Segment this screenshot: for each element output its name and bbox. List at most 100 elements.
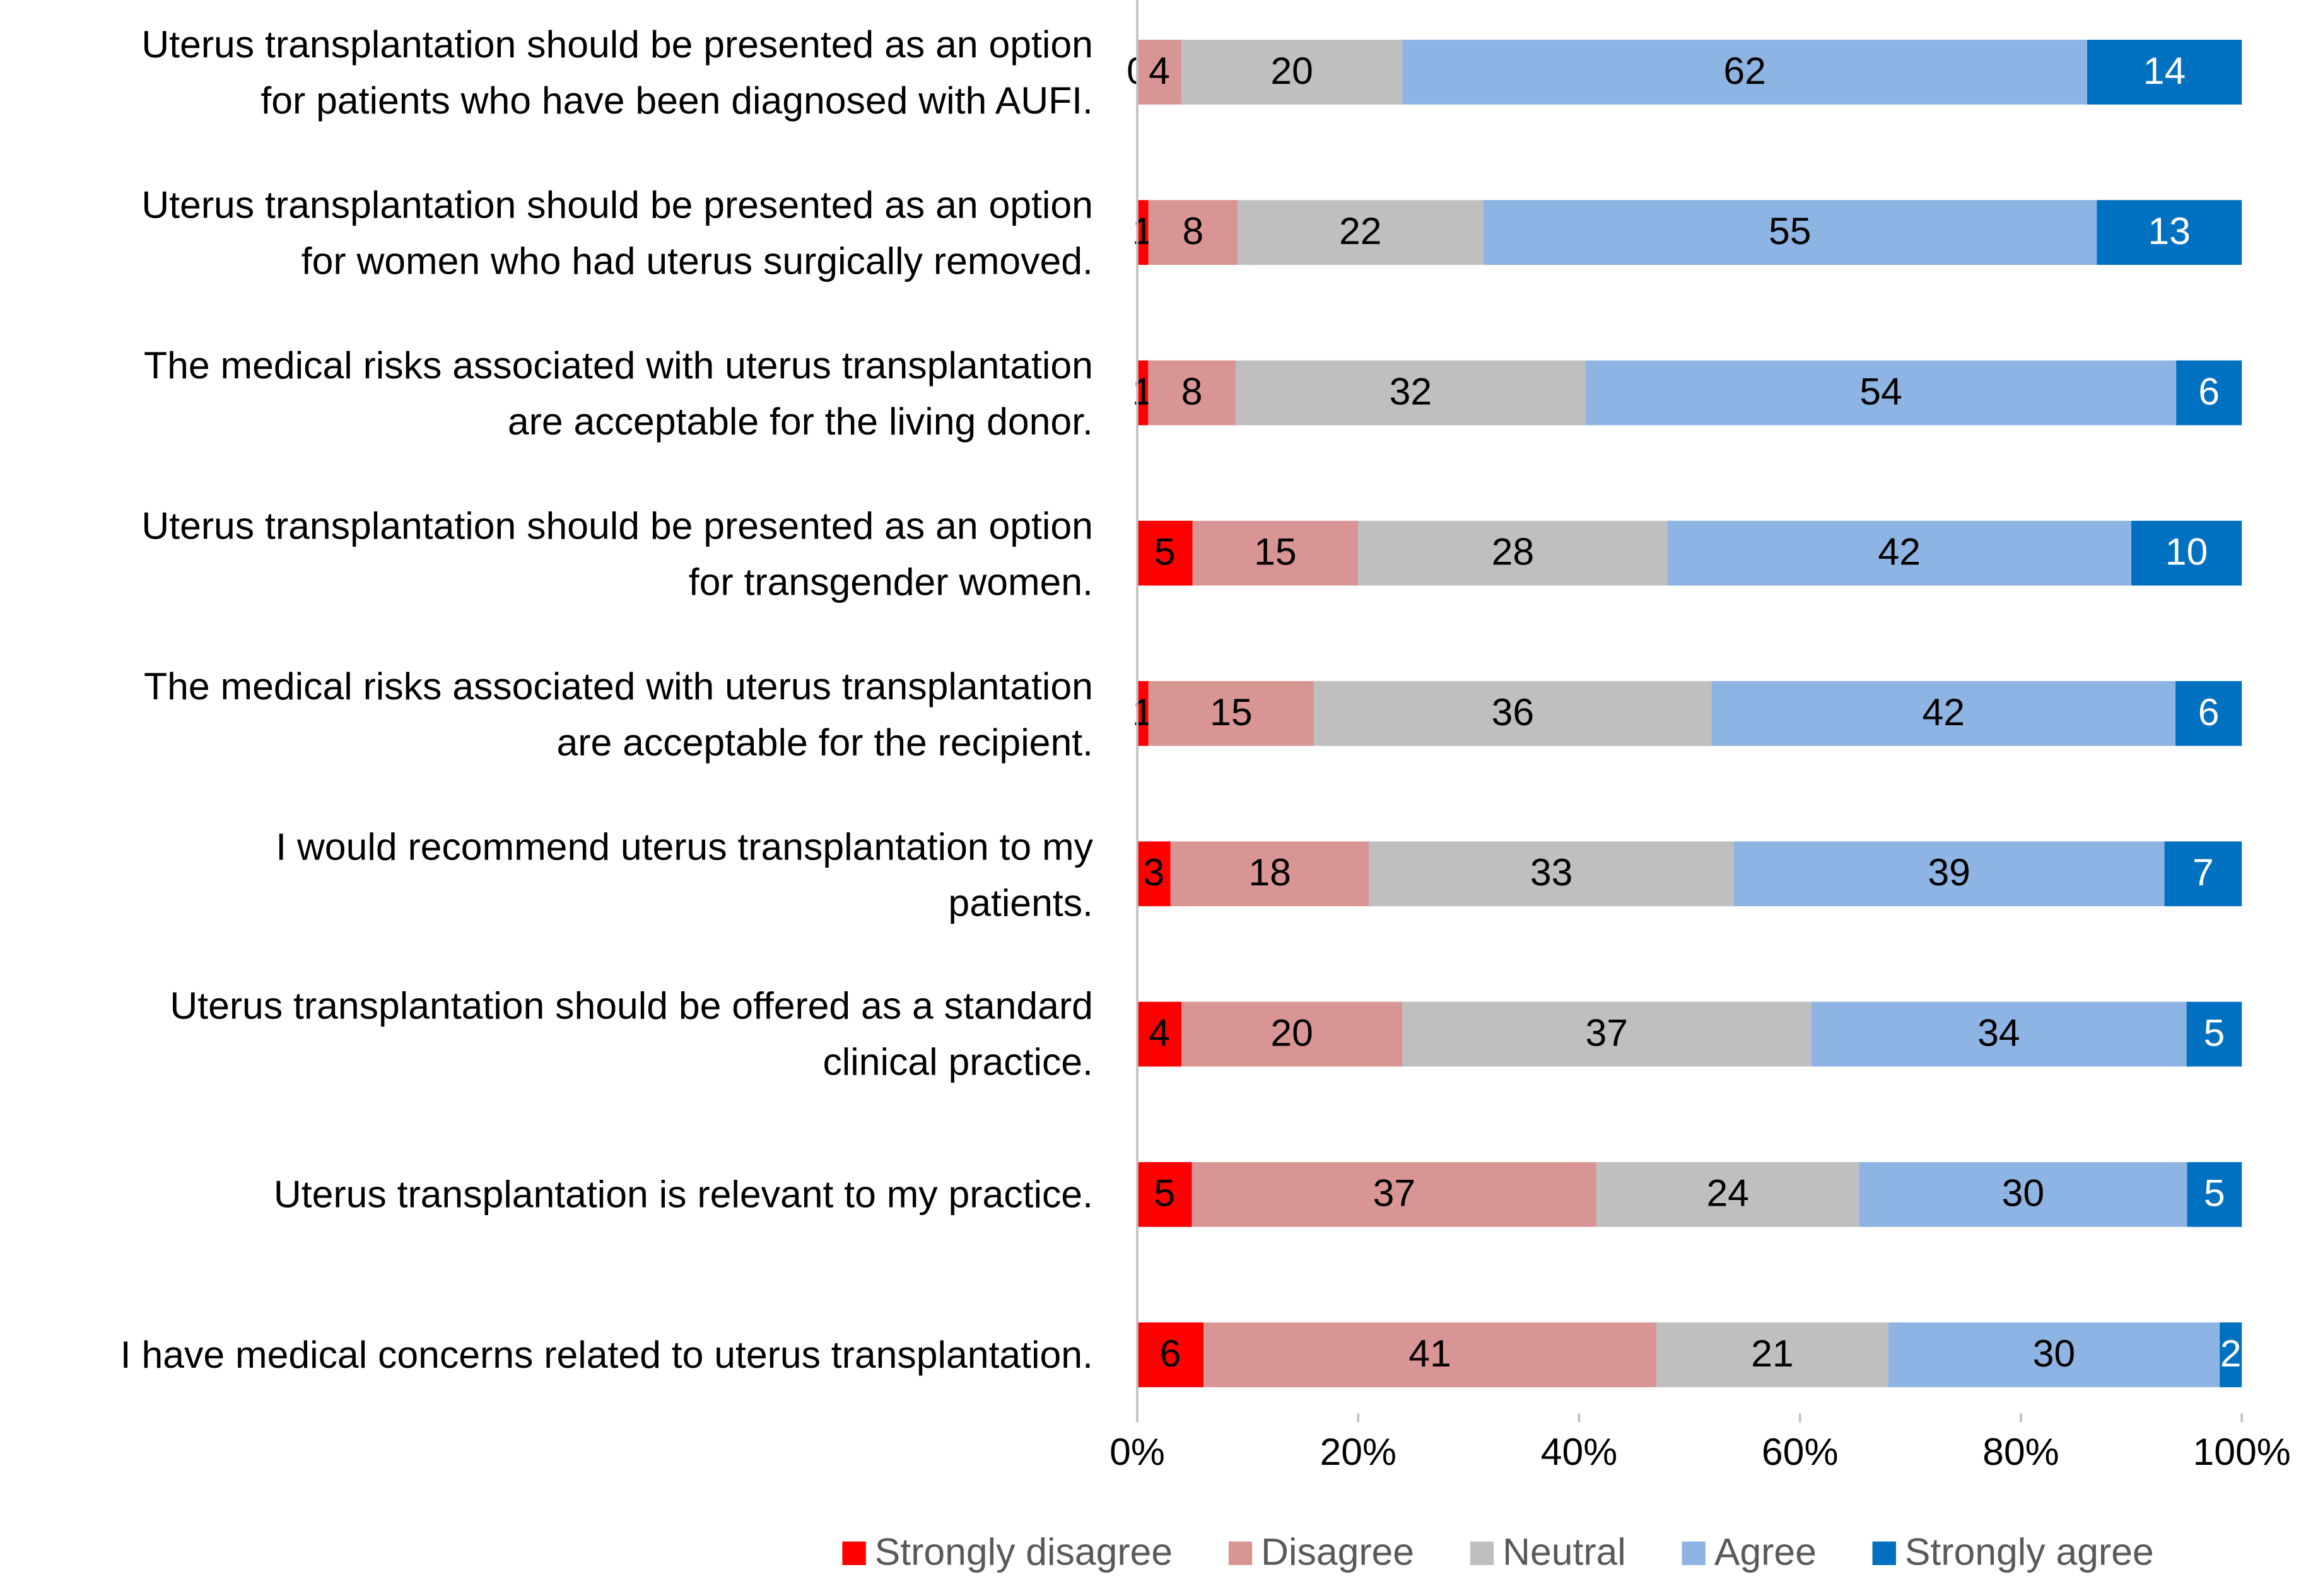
- category-label-box: Uterus transplantation should be present…: [141, 22, 1093, 122]
- category-label-box: I have medical concerns related to uteru…: [120, 1332, 1093, 1377]
- bar-segment: [1181, 1001, 1403, 1067]
- x-tick-label: 40%: [1541, 1430, 1617, 1473]
- bar-segment: [1137, 200, 1149, 265]
- data-label: 39: [1928, 851, 1970, 894]
- data-label: 2: [2220, 1332, 2242, 1375]
- x-tick-label: 100%: [2193, 1430, 2291, 1473]
- bar-segment: [2176, 360, 2242, 426]
- x-tick-label: 80%: [1982, 1430, 2059, 1473]
- bar-segment: [1137, 520, 1193, 586]
- data-label: 14: [2143, 49, 2186, 92]
- data-label: 30: [2002, 1172, 2045, 1214]
- bar-segment: [2186, 1001, 2242, 1067]
- category-label: Uterus transplantation should be offered…: [170, 984, 1093, 1085]
- bar-segment: [1596, 1162, 1859, 1227]
- data-label: 32: [1390, 370, 1432, 412]
- category-label: Uterus transplantation should be present…: [141, 182, 1093, 283]
- bar-segment: [1711, 681, 2176, 746]
- data-label: 37: [1373, 1172, 1416, 1214]
- bar-segment: [1181, 40, 1403, 105]
- bar-segment: [1137, 841, 1171, 907]
- data-label: 4: [1149, 49, 1170, 92]
- bar-segment: [1667, 520, 2132, 586]
- bar-segment: [1137, 1001, 1182, 1067]
- data-label: 55: [1769, 209, 1812, 252]
- data-label: 54: [1859, 370, 1902, 412]
- bar-segment: [1483, 200, 2097, 265]
- x-tick-label: 20%: [1320, 1430, 1396, 1473]
- data-label: 10: [2165, 530, 2208, 573]
- bar-segment: [2175, 681, 2242, 746]
- data-label: 36: [1492, 690, 1535, 733]
- legend-label: Strongly disagree: [875, 1530, 1173, 1573]
- data-label: 5: [2203, 1011, 2225, 1054]
- data-label: 3: [1143, 851, 1164, 894]
- data-label: 30: [2033, 1332, 2076, 1375]
- data-label: 22: [1339, 209, 1382, 252]
- bar-segment: [1148, 681, 1314, 746]
- data-label: 4: [1149, 1011, 1170, 1054]
- category-label-box: Uterus transplantation should be present…: [141, 503, 1093, 603]
- legend-swatch: [1228, 1541, 1253, 1565]
- bar-segment: [1888, 1322, 2220, 1387]
- bar-segment: [1238, 200, 1484, 265]
- data-label: 13: [2148, 209, 2191, 252]
- bar-segment: [1203, 1322, 1657, 1387]
- category-label-box: I would recommend uterus transplantation…: [276, 824, 1093, 924]
- bar-segment: [1358, 520, 1668, 586]
- legend-label: Disagree: [1261, 1530, 1414, 1573]
- bar-segment: [1137, 1322, 1204, 1387]
- bar-segment: [1733, 841, 2165, 907]
- category-label-box: Uterus transplantation should be offered…: [170, 984, 1093, 1085]
- bar-segment: [1170, 841, 1369, 907]
- bar-segment: [1191, 1162, 1597, 1227]
- data-label: 6: [2198, 690, 2220, 733]
- data-label: 62: [1723, 49, 1766, 92]
- bar-segment: [1137, 360, 1149, 426]
- data-label: 7: [2193, 851, 2214, 894]
- legend-label: Agree: [1714, 1530, 1817, 1573]
- bar-segment: [1137, 40, 1182, 105]
- bar-segment: [1236, 360, 1586, 426]
- data-label: 34: [1977, 1011, 2020, 1054]
- category-label: I would recommend uterus transplantation…: [276, 824, 1093, 924]
- category-label: Uterus transplantation is relevant to my…: [273, 1172, 1093, 1217]
- data-label: 21: [1751, 1332, 1794, 1375]
- bar-segment: [1656, 1322, 1888, 1387]
- bar-segment: [1314, 681, 1712, 746]
- data-label: 28: [1492, 530, 1535, 573]
- data-label: 33: [1530, 851, 1573, 894]
- legend-swatch: [1682, 1541, 1706, 1565]
- bar-segment: [2187, 1162, 2242, 1227]
- data-label: 5: [1154, 1172, 1175, 1214]
- category-label: The medical risks associated with uterus…: [144, 342, 1093, 443]
- data-label: 8: [1181, 370, 1203, 412]
- data-label: 42: [1878, 530, 1921, 573]
- bar-segment: [1192, 520, 1359, 586]
- category-label: Uterus transplantation should be present…: [141, 22, 1093, 122]
- data-label: 20: [1270, 49, 1313, 92]
- bar-segment: [2220, 1322, 2242, 1387]
- bar-segment: [2164, 841, 2242, 907]
- data-label: 5: [1154, 530, 1176, 573]
- bar-segment: [1137, 681, 1149, 746]
- bar-segment: [1811, 1001, 2187, 1067]
- bar-segment: [1402, 1001, 1812, 1067]
- category-label: I have medical concerns related to uteru…: [120, 1332, 1093, 1377]
- data-label: 41: [1408, 1332, 1451, 1375]
- x-tick-label: 60%: [1762, 1430, 1838, 1473]
- category-label: Uterus transplantation should be present…: [141, 503, 1093, 603]
- data-label: 8: [1183, 209, 1204, 252]
- category-label-box: The medical risks associated with uterus…: [144, 342, 1093, 443]
- legend-label: Neutral: [1502, 1530, 1626, 1573]
- bar-segment: [2097, 200, 2242, 265]
- category-label: The medical risks associated with uterus…: [144, 663, 1093, 764]
- legend-swatch: [1470, 1541, 1494, 1565]
- bar-segment: [1148, 200, 1238, 265]
- bar-segment: [1369, 841, 1734, 907]
- bar-segment: [1402, 40, 2087, 105]
- data-label: 42: [1923, 690, 1965, 733]
- data-label: 37: [1585, 1011, 1628, 1054]
- legend-swatch: [842, 1541, 866, 1565]
- bar-segment: [1137, 1162, 1192, 1227]
